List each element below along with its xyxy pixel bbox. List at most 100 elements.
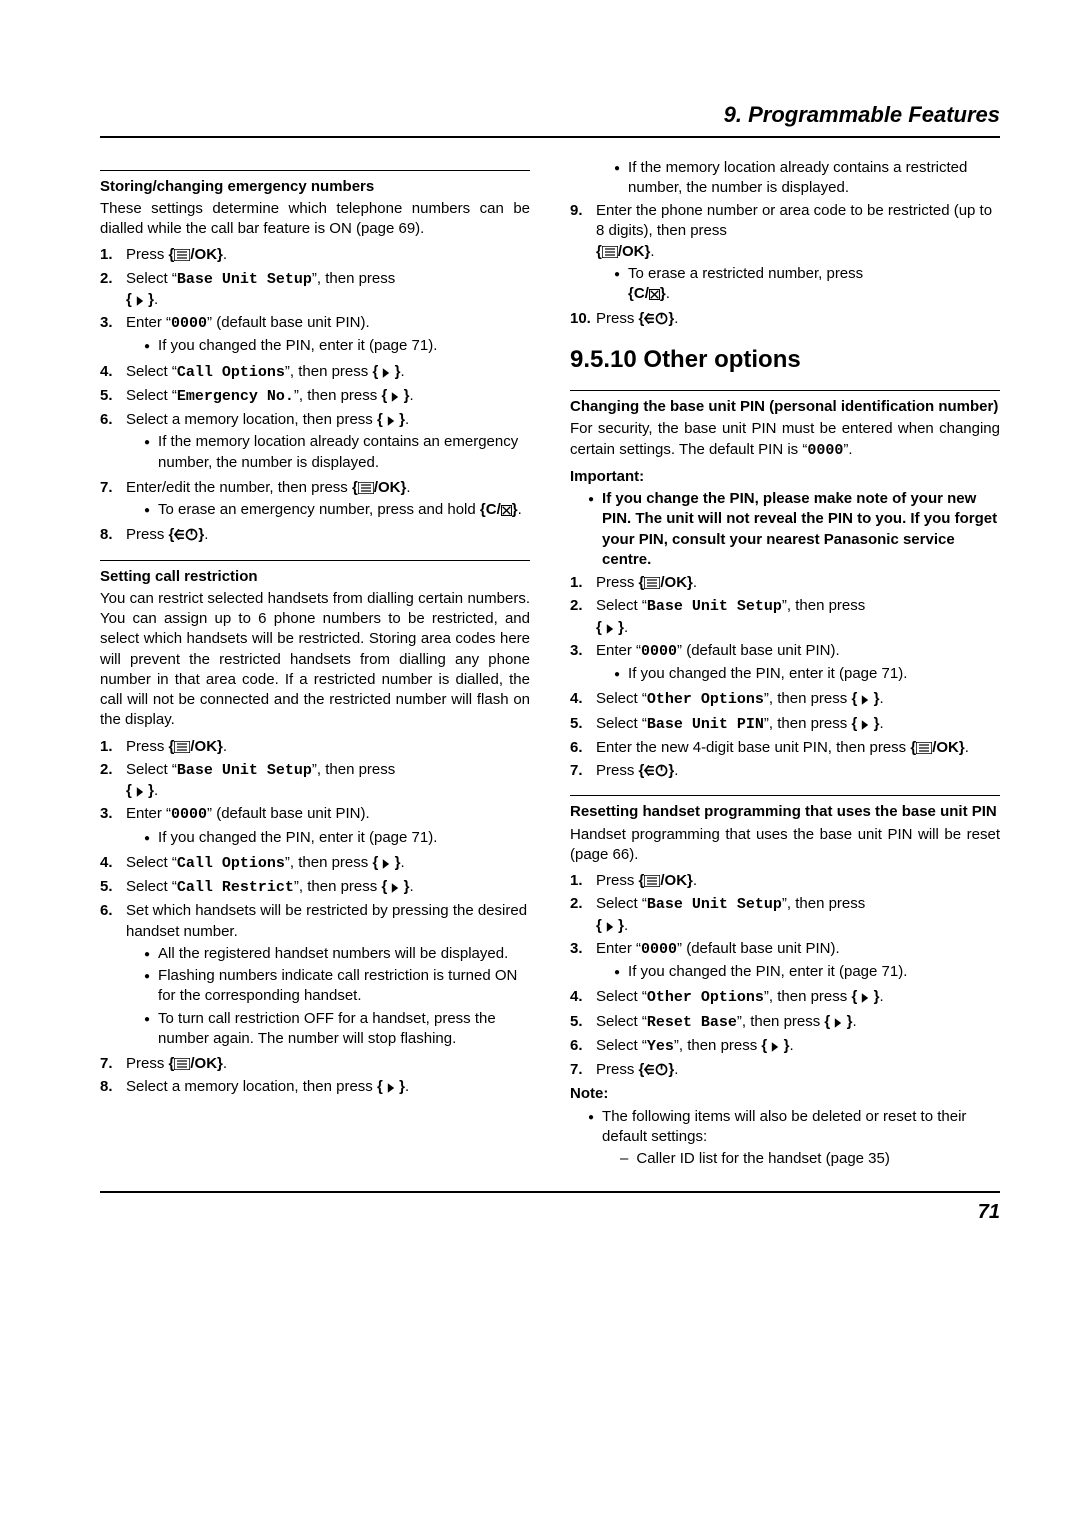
reset-title: Resetting handset programming that uses … [570,802,1000,822]
left-column: Storing/changing emergency numbers These… [100,156,530,1174]
play-icon [834,1018,842,1028]
pin-value: 0000 [641,941,677,958]
bullet-text: All the registered handset numbers will … [158,944,508,964]
menu-option: Other Options [647,989,764,1006]
step-text: Select “ [596,690,647,707]
step-text: Select “ [126,387,177,404]
step-text: Press [596,1061,639,1078]
menu-icon [602,246,618,258]
play-icon [387,416,395,426]
step-text: Select “ [596,988,647,1005]
bullet-text: If you changed the PIN, enter it (page 7… [628,962,907,982]
step-text: Select “ [126,761,177,778]
step-text: Select “ [596,715,647,732]
play-icon [136,787,144,797]
menu-icon [916,742,932,754]
pin-value: 0000 [171,806,207,823]
dot: . [674,310,678,327]
menu-option: Call Options [177,364,285,381]
step-text: ”, then press [782,895,865,912]
pin-intro: For security, the base unit PIN must be … [570,419,1000,461]
step-text: ”, then press [782,597,865,614]
menu-option: Call Options [177,855,285,872]
right-column: If the memory location already contains … [570,156,1000,1174]
dot: . [693,872,697,889]
dot: . [965,739,969,756]
play-icon [606,624,614,634]
play-icon [606,922,614,932]
dot: . [674,1061,678,1078]
menu-option: Base Unit Setup [177,762,312,779]
step-text: Select “ [126,878,177,895]
menu-option: Base Unit Setup [177,271,312,288]
off-icon [644,764,668,777]
restrict-intro: You can restrict selected handsets from … [100,589,530,731]
dot: . [879,988,883,1005]
step-text: ”, then press [737,1013,825,1030]
pin-title: Changing the base unit PIN (personal ide… [570,397,1000,417]
step-text: ”, then press [285,854,373,871]
step-text: Select a memory location, then press [126,1078,377,1095]
key-label: /OK [660,574,687,591]
menu-option: Base Unit Setup [647,896,782,913]
step-text: ” (default base unit PIN). [677,940,840,957]
step-text: Enter “ [126,805,171,822]
dot: . [409,878,413,895]
dot: . [223,246,227,263]
key-label: /OK [932,739,959,756]
menu-icon [174,741,190,753]
dot: . [518,501,522,518]
dot: . [400,854,404,871]
step-text: ”, then press [764,988,852,1005]
page-number: 71 [100,1199,1000,1226]
step-text: Select “ [126,363,177,380]
dot: . [409,387,413,404]
step-text: ”, then press [764,690,852,707]
important-text: If you change the PIN, please make note … [602,489,1000,570]
step-text: ” (default base unit PIN). [207,314,370,331]
step-text: Press [126,246,169,263]
important-label: Important: [570,467,1000,487]
step-text: Press [596,310,639,327]
step-text: ” (default base unit PIN). [677,642,840,659]
menu-option: Other Options [647,691,764,708]
step-text: ”, then press [294,387,382,404]
bullet-text: If you changed the PIN, enter it (page 7… [158,828,437,848]
dot: . [223,738,227,755]
note-label: Note: [570,1084,1000,1104]
play-icon [861,993,869,1003]
step-text: Select “ [596,597,647,614]
step-text: ” (default base unit PIN). [207,805,370,822]
play-icon [861,720,869,730]
key-label: C/ [486,501,501,518]
step-text: Set which handsets will be restricted by… [126,902,527,939]
step-text: Select a memory location, then press [126,411,377,428]
play-icon [382,859,390,869]
key-label: /OK [618,243,645,260]
bullet-text: To erase an emergency number, press and … [158,501,480,518]
menu-icon [644,875,660,887]
step-text: ”, then press [285,363,373,380]
step-text: Press [126,526,169,543]
dot: . [879,715,883,732]
off-icon [644,312,668,325]
dot: . [693,574,697,591]
step-text: Select “ [596,895,647,912]
menu-option: Emergency No. [177,388,294,405]
step-text: Enter “ [596,642,641,659]
step-text: ”, then press [294,878,382,895]
step-text: Enter “ [126,314,171,331]
dot: . [223,1055,227,1072]
step-text: Enter “ [596,940,641,957]
dot: . [624,619,628,636]
note-text: The following items will also be deleted… [602,1108,966,1145]
step-text: Select “ [126,270,177,287]
step-text: Select “ [596,1013,647,1030]
menu-icon [358,482,374,494]
step-text: Select “ [596,1037,647,1054]
dot: . [789,1037,793,1054]
bullet-text: If the memory location already contains … [628,158,1000,199]
step-text: Select “ [126,854,177,871]
bullet-text: Flashing numbers indicate call restricti… [158,966,530,1007]
menu-icon [644,577,660,589]
